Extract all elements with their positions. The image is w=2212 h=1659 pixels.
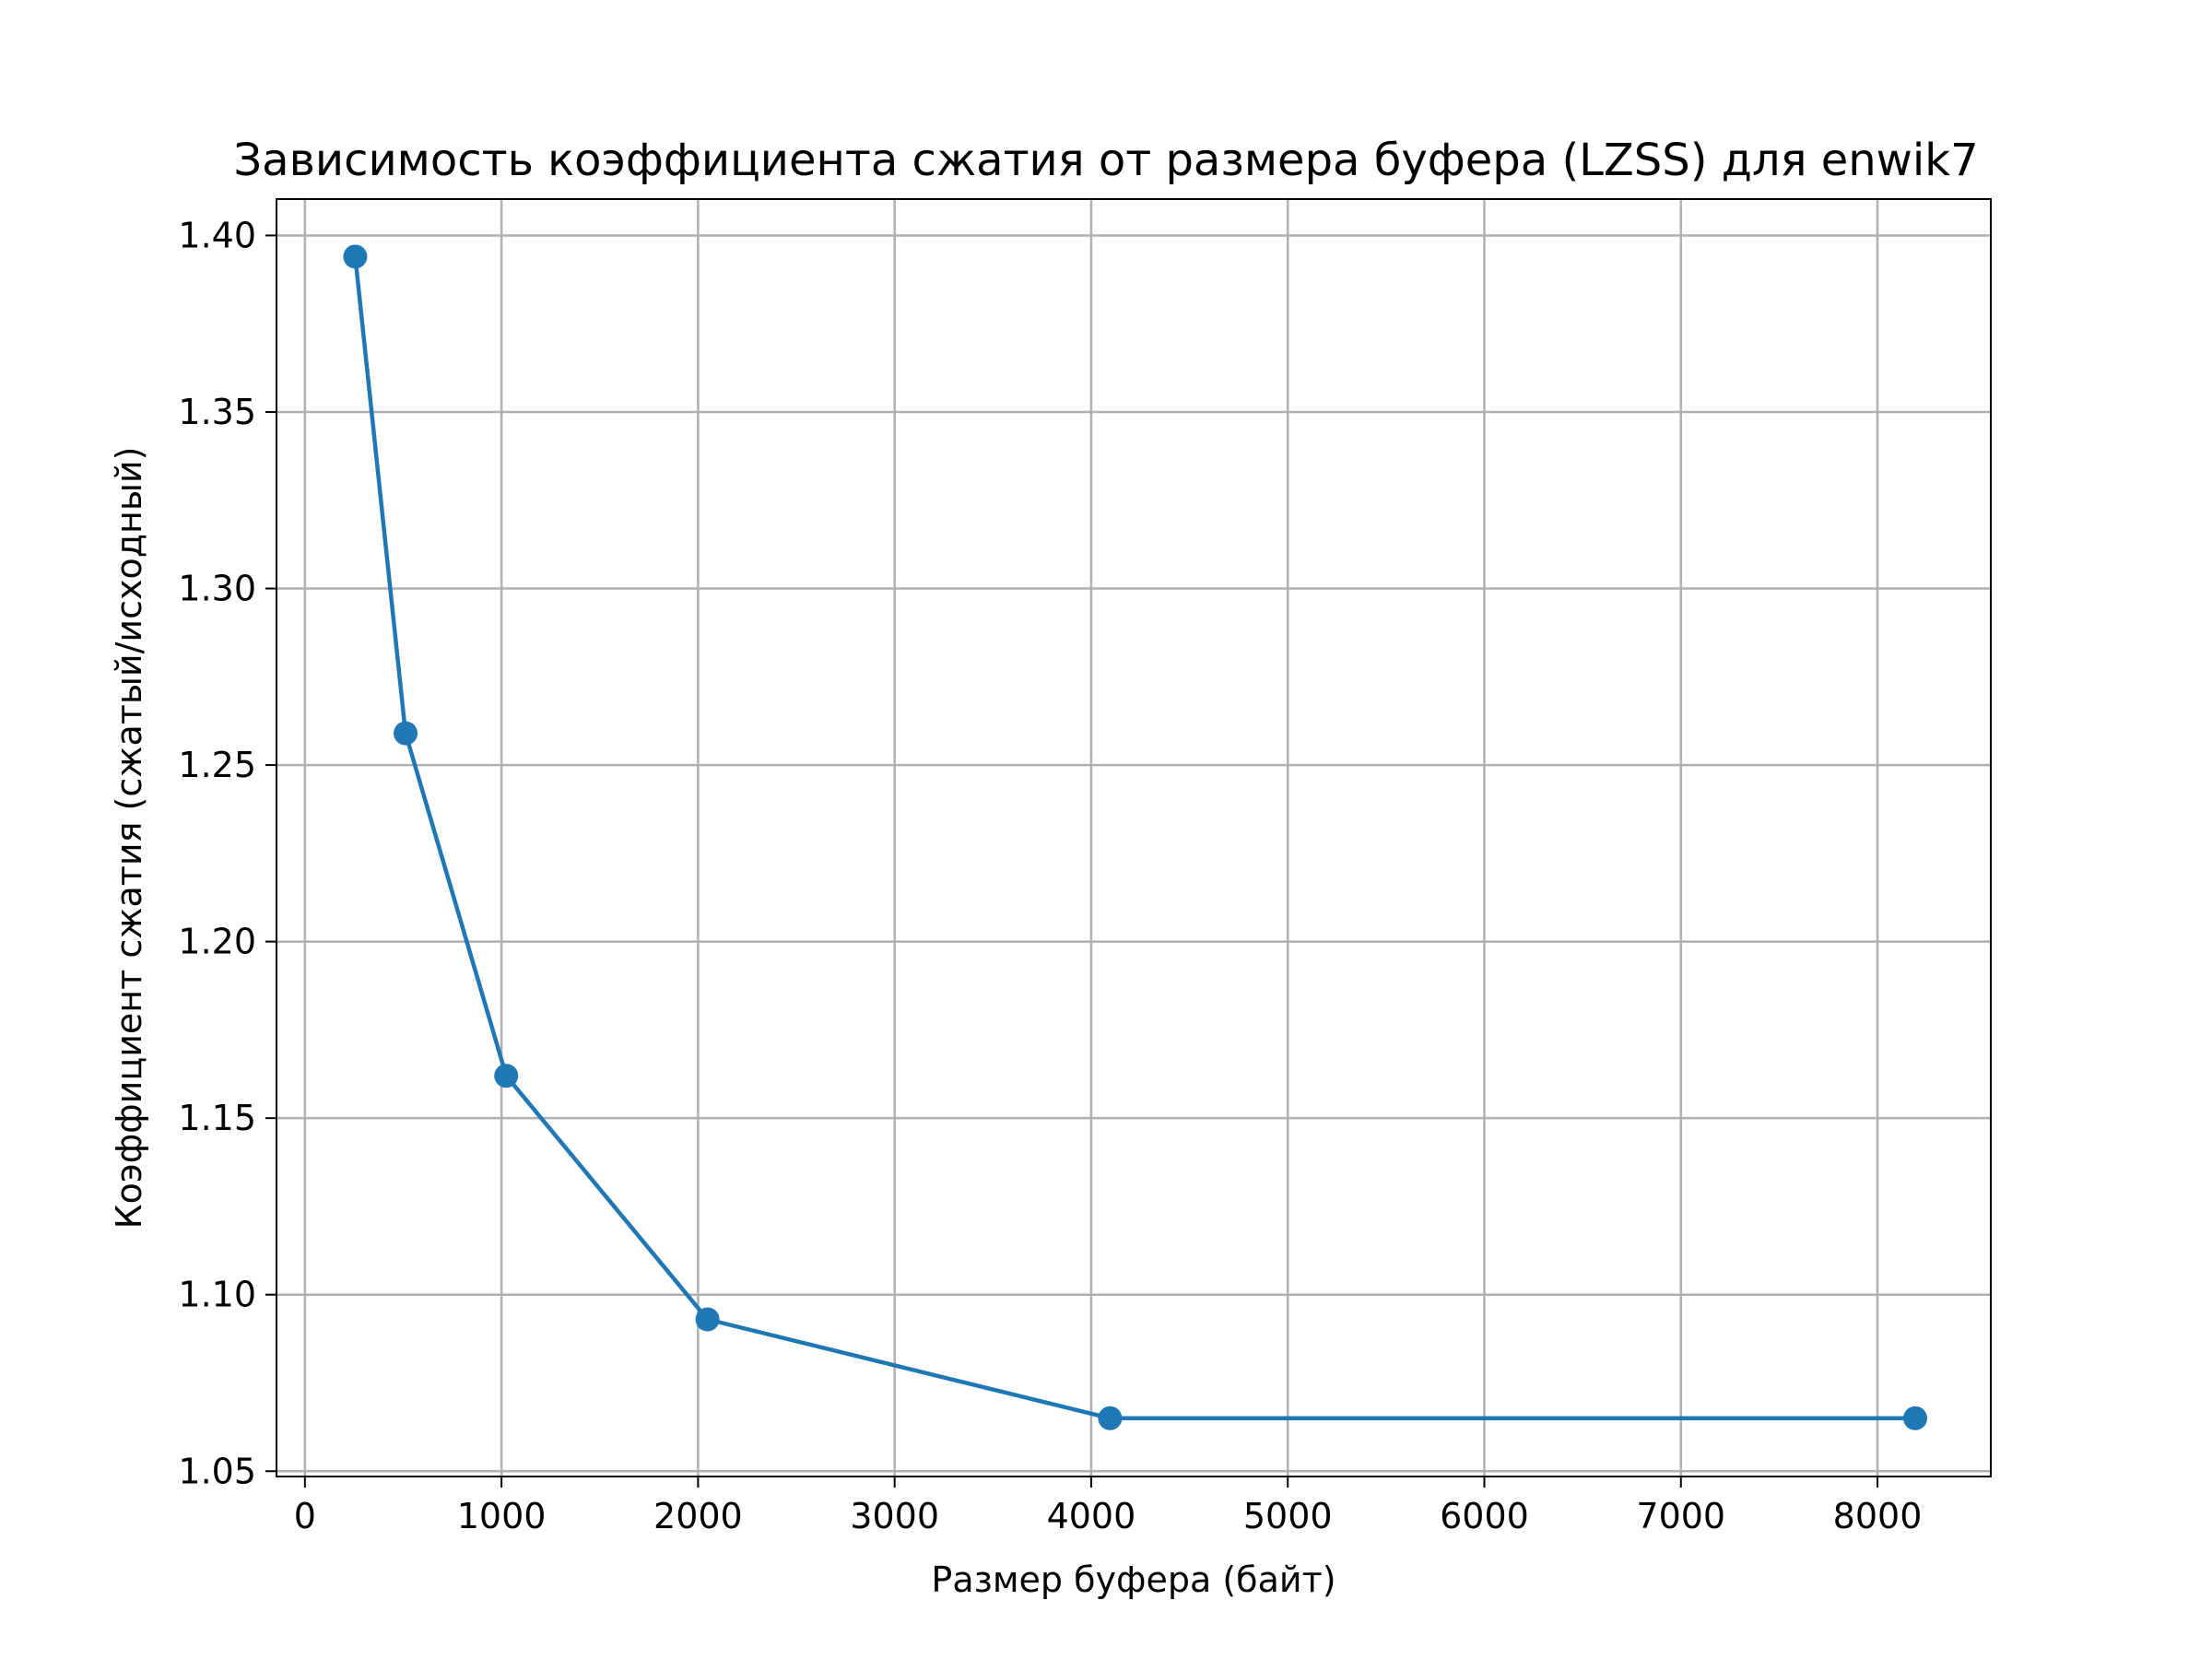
x-axis-label: Размер буфера (байт)	[931, 1559, 1335, 1600]
plot-frame	[276, 198, 1992, 1477]
data-point	[343, 244, 368, 269]
x-tick-label: 6000	[1440, 1496, 1529, 1536]
x-tick-label: 3000	[850, 1496, 939, 1536]
y-tick-label: 1.15	[178, 1098, 256, 1138]
x-axis-ticks: 0 1000 2000 3000 4000 5000 6000 7000 8000	[294, 1477, 1923, 1536]
x-tick-label: 2000	[653, 1496, 743, 1536]
y-tick-label: 1.40	[178, 215, 256, 255]
series-line	[353, 256, 1915, 1421]
y-tick-label: 1.35	[178, 392, 256, 432]
y-axis-ticks: 1.05 1.10 1.15 1.20 1.25 1.30 1.35 1.40	[178, 215, 276, 1491]
x-tick-label: 1000	[457, 1496, 547, 1536]
data-point	[394, 721, 418, 746]
data-point	[494, 1064, 519, 1088]
x-tick-label: 5000	[1243, 1496, 1333, 1536]
x-tick-label: 0	[294, 1496, 316, 1536]
y-tick-label: 1.10	[178, 1275, 256, 1315]
y-tick-label: 1.20	[178, 922, 256, 962]
x-tick-label: 8000	[1833, 1496, 1923, 1536]
y-tick-label: 1.30	[178, 569, 256, 609]
chart-title: Зависимость коэффициента сжатия от разме…	[233, 135, 1978, 186]
data-point	[1098, 1406, 1123, 1430]
y-tick-label: 1.05	[178, 1451, 256, 1491]
x-tick-label: 4000	[1047, 1496, 1136, 1536]
grid	[276, 199, 1991, 1477]
x-tick-label: 7000	[1636, 1496, 1725, 1536]
y-axis-label: Коэффициент сжатия (сжатый/исходный)	[109, 447, 149, 1230]
data-point	[1902, 1406, 1927, 1430]
y-tick-label: 1.25	[178, 745, 256, 785]
data-point	[695, 1307, 720, 1332]
data-series	[343, 244, 1927, 1430]
plot-area	[276, 199, 1991, 1477]
